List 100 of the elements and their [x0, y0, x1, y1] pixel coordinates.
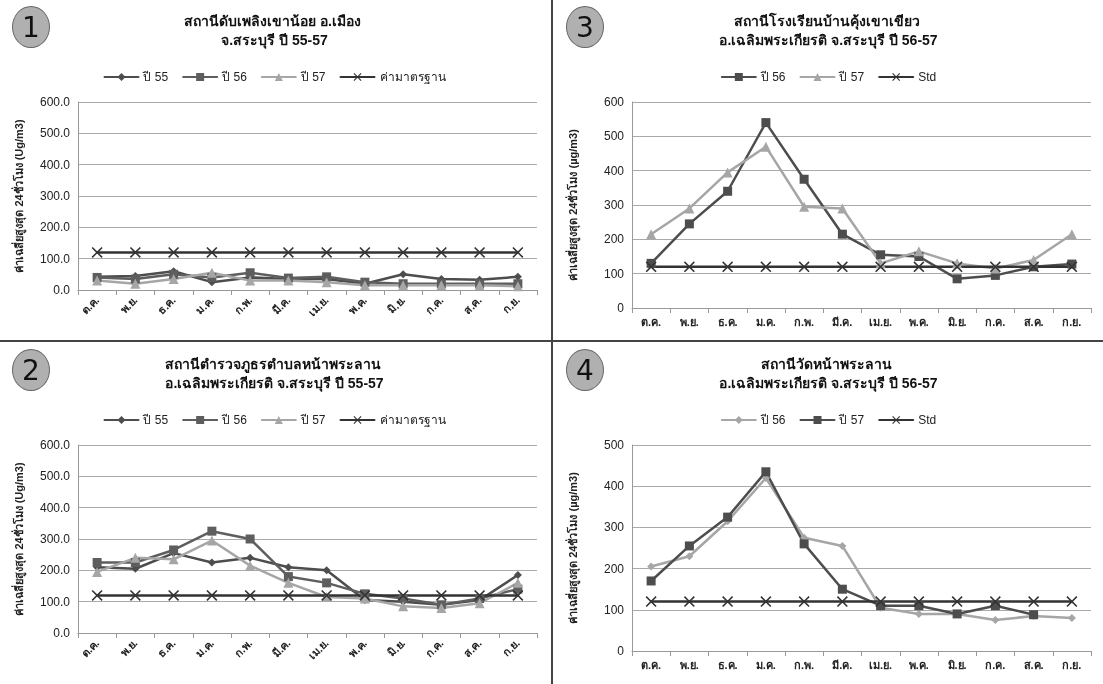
legend-label: ปี 57: [838, 413, 865, 427]
x-tick-label: ก.ย.: [500, 636, 523, 659]
x-tick-label: ต.ค.: [641, 658, 662, 671]
x-tick-label: พ.ย.: [679, 658, 699, 671]
x-tick-label: เม.ย.: [306, 636, 331, 662]
x-tick-label: พ.ค.: [346, 293, 370, 317]
x-tick-label: มิ.ย.: [947, 315, 967, 328]
x-tick-label: ส.ค.: [461, 636, 484, 660]
x-tick-label: ก.พ.: [794, 658, 815, 671]
y-tick-label: 500: [603, 438, 625, 452]
y-tick-label: 0.0: [53, 283, 71, 297]
legend-label: Std: [918, 70, 937, 84]
x-tick-label: ม.ค.: [755, 315, 776, 328]
y-axis-title: ค่าเฉลี่ยสูงสุด 24ชั่วโมง (µg/m3): [564, 128, 581, 281]
x-tick-label: ก.พ.: [231, 636, 255, 660]
legend-label: ปี 55: [142, 413, 169, 427]
x-tick-label: ก.พ.: [231, 293, 255, 317]
y-tick-label: 400.0: [39, 157, 71, 172]
x-tick-label: ต.ค.: [78, 293, 102, 317]
y-tick-label: 0: [617, 644, 625, 658]
x-tick-label: พ.ย.: [679, 315, 699, 328]
y-tick-label: 0.0: [53, 626, 71, 640]
legend-label: ปี 55: [142, 70, 169, 84]
x-tick-label: ก.ย.: [1062, 315, 1082, 328]
x-tick-label: พ.ย.: [117, 636, 140, 659]
x-tick-label: ต.ค.: [641, 315, 662, 328]
x-tick-label: เม.ย.: [306, 293, 331, 319]
x-tick-label: มิ.ย.: [947, 658, 967, 671]
y-tick-label: 500: [603, 129, 625, 144]
y-axis-title: ค่าเฉลี่ยสูงสุด 24ชั่วโมง (Ug/m3): [10, 462, 27, 616]
y-tick-label: 600: [603, 95, 625, 109]
y-tick-label: 300.0: [39, 532, 71, 546]
chart-title: สถานีดับเพลิงเขาน้อย อ.เมือง จ.สระบุรี ปี 55-57: [184, 12, 365, 49]
x-tick-label: ก.ค.: [422, 293, 446, 317]
number-badge: 3: [566, 6, 604, 48]
x-tick-label: ก.ค.: [985, 315, 1006, 328]
y-tick-label: 200.0: [39, 220, 71, 235]
x-tick-label: ธ.ค.: [717, 315, 738, 328]
y-tick-label: 400.0: [39, 500, 71, 515]
x-tick-label: มี.ค.: [269, 636, 293, 660]
x-tick-label: เม.ย.: [869, 315, 893, 328]
x-tick-label: มี.ค.: [832, 658, 853, 671]
x-tick-label: มิ.ย.: [385, 293, 408, 316]
x-tick-label: ธ.ค.: [717, 658, 738, 671]
legend-label: ปี 56: [759, 413, 786, 427]
y-tick-label: 100: [603, 602, 625, 617]
x-tick-label: ส.ค.: [461, 293, 484, 317]
chart-title: สถานีโรงเรียนบ้านคุ้งเขาเขียว อ.เฉลิมพระเกียรติ จ.สระบุรี ปี 56-57: [719, 11, 938, 49]
x-tick-label: ก.ย.: [1062, 658, 1082, 671]
y-tick-label: 400: [603, 479, 625, 494]
y-tick-label: 600.0: [39, 438, 71, 452]
chart-title: สถานีวัดหน้าพระลาน อ.เฉลิมพระเกียรติ จ.สระบุรี ปี 56-57: [719, 355, 938, 392]
number-badge: 1: [12, 6, 50, 48]
x-tick-label: พ.ค.: [346, 636, 370, 660]
y-tick-label: 0: [617, 301, 625, 315]
legend-label: Std: [918, 413, 937, 427]
y-tick-label: 300: [603, 520, 625, 535]
x-tick-label: มี.ค.: [269, 293, 293, 317]
x-tick-label: ก.ค.: [985, 658, 1006, 671]
y-tick-label: 300: [603, 198, 625, 212]
x-tick-label: ก.ค.: [422, 636, 446, 660]
y-tick-label: 300.0: [39, 189, 71, 203]
y-tick-label: 200: [603, 232, 625, 247]
x-tick-label: มี.ค.: [832, 315, 853, 328]
x-tick-label: มิ.ย.: [385, 636, 408, 659]
x-tick-label: ธ.ค.: [155, 293, 178, 317]
y-tick-label: 600.0: [39, 95, 71, 109]
y-tick-label: 200: [603, 561, 625, 576]
legend-label: ปี 57: [299, 70, 326, 84]
legend-label: ปี 57: [838, 70, 865, 84]
number-badge: 2: [12, 349, 50, 391]
y-tick-label: 100.0: [39, 251, 71, 266]
x-tick-label: ต.ค.: [78, 636, 102, 660]
x-tick-label: ม.ค.: [755, 658, 776, 671]
x-tick-label: ส.ค.: [1023, 315, 1044, 328]
y-axis-title: ค่าเฉลี่ยสูงสุด 24ชั่วโมง (µg/m3): [564, 471, 581, 624]
x-tick-label: ธ.ค.: [155, 636, 178, 660]
legend-label: ปี 57: [299, 413, 326, 427]
x-tick-label: พ.ค.: [908, 658, 929, 671]
y-tick-label: 500.0: [39, 469, 71, 484]
legend-label: ปี 56: [221, 70, 248, 84]
y-tick-label: 100.0: [39, 594, 71, 609]
legend-label: ปี 56: [221, 413, 248, 427]
y-tick-label: 100: [603, 266, 625, 281]
legend-label: ค่ามาตรฐาน: [379, 413, 446, 427]
y-axis-title: ค่าเฉลี่ยสูงสุด 24ชั่วโมง (Ug/m3): [10, 119, 27, 273]
number-badge: 4: [566, 349, 604, 391]
y-tick-label: 500.0: [39, 126, 71, 141]
x-tick-label: พ.ค.: [908, 315, 929, 328]
x-tick-label: ก.พ.: [794, 315, 815, 328]
x-tick-label: ม.ค.: [193, 636, 217, 660]
y-tick-label: 200.0: [39, 563, 71, 578]
x-tick-label: พ.ย.: [117, 293, 140, 316]
legend-label: ปี 56: [759, 70, 786, 84]
y-tick-label: 400: [603, 163, 625, 178]
x-tick-label: เม.ย.: [869, 658, 893, 671]
legend-label: ค่ามาตรฐาน: [379, 70, 446, 84]
x-tick-label: ก.ย.: [500, 293, 523, 316]
x-tick-label: ม.ค.: [193, 293, 217, 317]
x-tick-label: ส.ค.: [1023, 658, 1044, 671]
